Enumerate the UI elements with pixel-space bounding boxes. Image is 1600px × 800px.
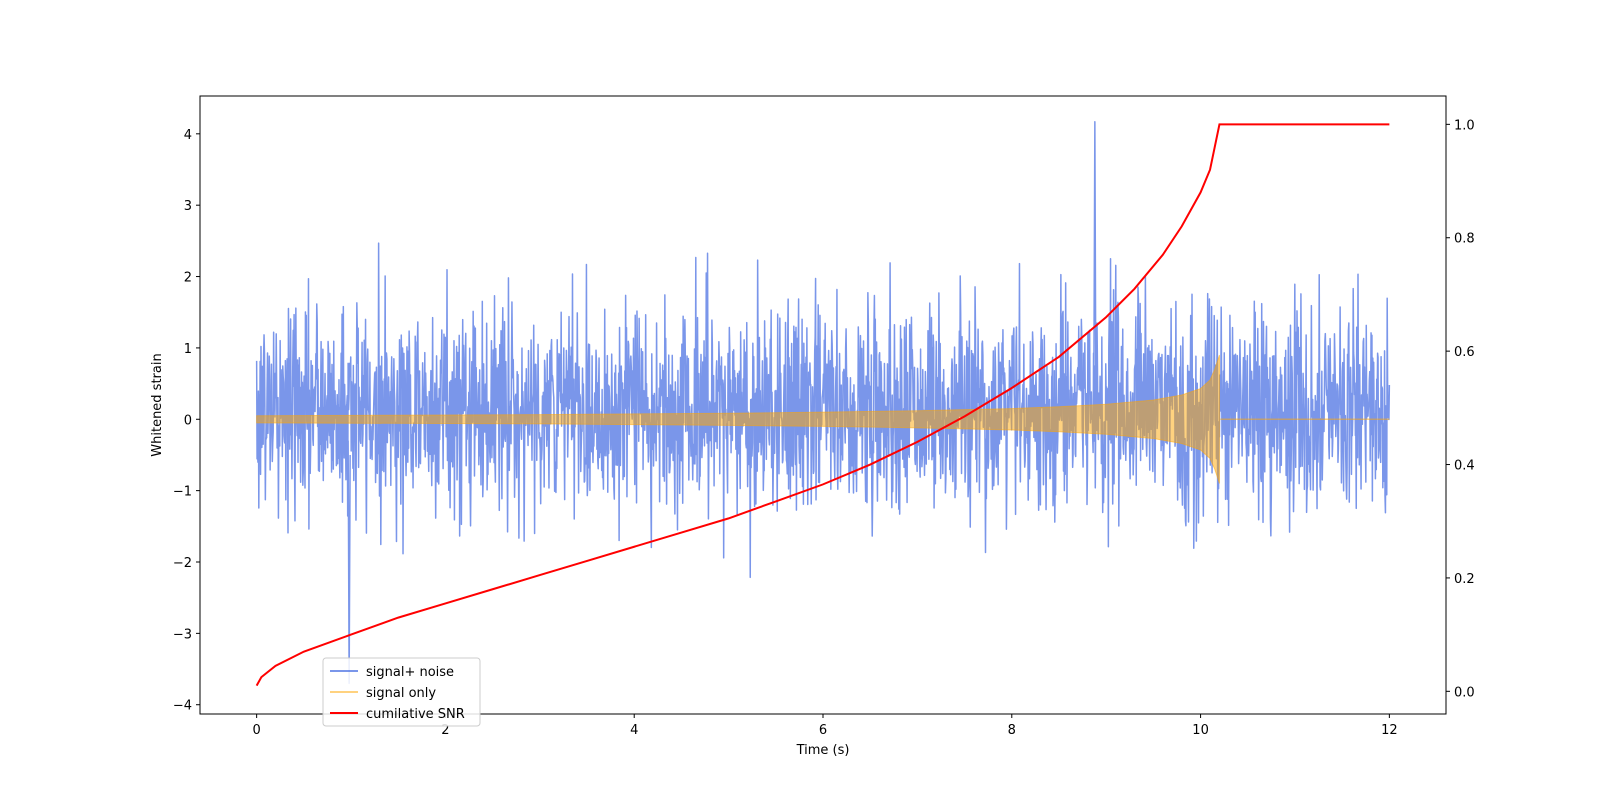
y2-axis-ticks: 0.0 0.2 0.4 0.6 0.8 1.0 (1446, 118, 1475, 700)
legend: signal+ noise signal only cumilative SNR (322, 657, 481, 727)
x-tick-label: 6 (819, 723, 827, 738)
y-tick-label: 4 (184, 128, 192, 143)
x-axis-label: Time (s) (796, 743, 850, 758)
legend-entry-label: signal+ noise (366, 665, 454, 680)
x-tick-label: 2 (441, 723, 449, 738)
y-tick-label: 1 (184, 342, 192, 357)
y2-tick-label: 1.0 (1454, 118, 1475, 133)
y2-tick-label: 0.4 (1454, 459, 1475, 474)
legend-entry-label: cumilative SNR (366, 707, 465, 722)
legend-entry-label: signal only (366, 686, 436, 701)
y2-tick-label: 0.2 (1454, 572, 1475, 587)
y-axis-ticks: −4 −3 −2 −1 0 1 2 3 4 (173, 128, 200, 714)
y-axis-label: Whitened strain (150, 353, 165, 456)
x-tick-label: 10 (1192, 723, 1209, 738)
series-line-cumulative-snr (255, 123, 1390, 687)
y-tick-label: 2 (184, 271, 192, 286)
x-tick-label: 12 (1381, 723, 1398, 738)
x-tick-label: 0 (252, 723, 260, 738)
series-area-signal-only (256, 354, 1220, 484)
x-tick-label: 4 (630, 723, 638, 738)
y-tick-label: −3 (173, 627, 192, 642)
y2-tick-label: 0.0 (1454, 685, 1475, 700)
y-tick-label: −1 (173, 485, 192, 500)
y-tick-label: 0 (184, 413, 192, 428)
y-tick-label: −2 (173, 556, 192, 571)
legend-frame (322, 657, 481, 727)
y2-tick-label: 0.6 (1454, 345, 1475, 360)
y-tick-label: −4 (173, 699, 192, 714)
x-tick-label: 8 (1008, 723, 1016, 738)
y-tick-label: 3 (184, 199, 192, 214)
y2-tick-label: 0.8 (1454, 232, 1475, 247)
